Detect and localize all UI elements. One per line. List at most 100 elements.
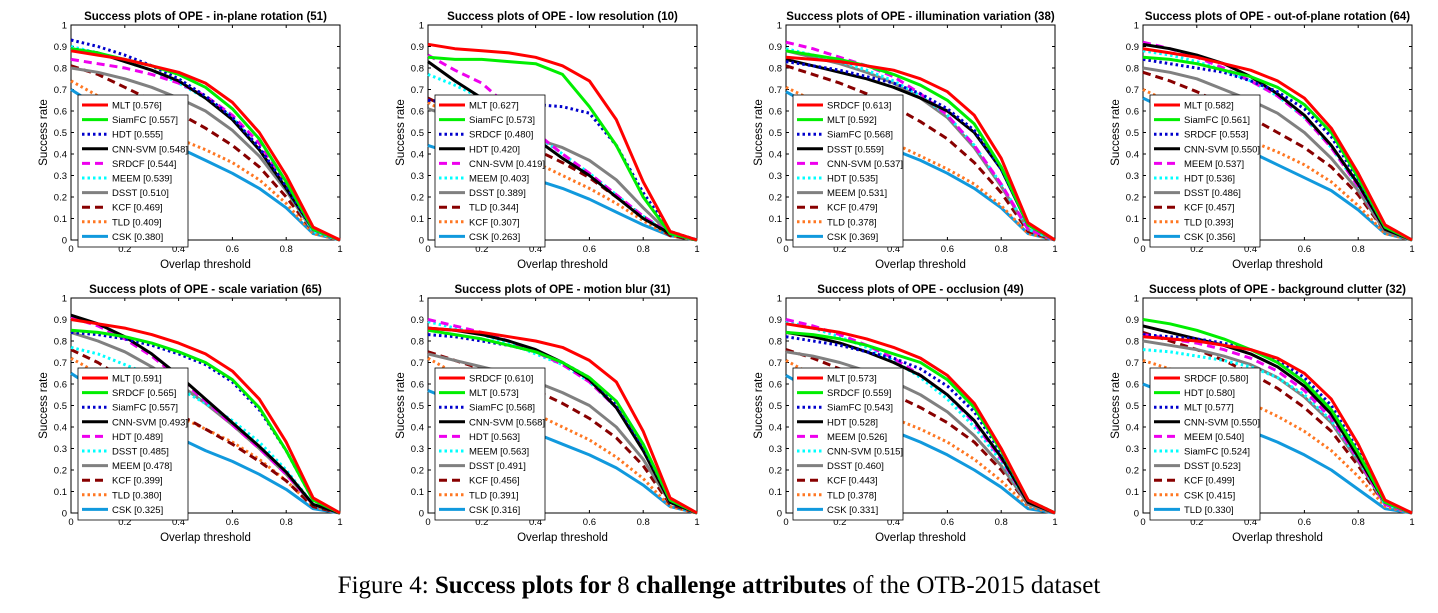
y-tick-label: 0.6	[411, 380, 424, 391]
y-tick-label: 0.6	[769, 380, 782, 391]
legend-label: CSK [0.415]	[1184, 490, 1235, 501]
x-tick-label: 0	[425, 517, 430, 528]
legend-label: MEEM [0.478]	[112, 461, 172, 472]
y-tick-label: 0.8	[411, 337, 424, 348]
y-tick-label: 0.7	[411, 85, 424, 96]
chart-title: Success plots of OPE - occlusion (49)	[817, 284, 1024, 296]
legend-label: CSK [0.380]	[112, 232, 163, 243]
legend-label: SiamFC [0.573]	[469, 115, 535, 126]
legend-label: KCF [0.479]	[827, 203, 878, 214]
legend-label: DSST [0.491]	[469, 461, 526, 472]
y-tick-label: 1	[1134, 294, 1139, 305]
series-line-siamfc	[1142, 55, 1413, 242]
legend-label: TLD [0.409]	[112, 217, 162, 228]
x-tick-label: 0.6	[583, 244, 596, 255]
x-axis-label: Overlap threshold	[1232, 532, 1323, 544]
series-group	[70, 313, 341, 515]
y-tick-label: 0.3	[411, 171, 424, 182]
legend: MLT [0.573] SRDCF [0.559] SiamFC [0.543] HD…	[792, 367, 904, 521]
x-tick-label: 1	[1052, 517, 1057, 528]
y-axis-label: Success rate	[38, 372, 50, 438]
caption-prefix: Figure 4:	[337, 572, 435, 599]
legend-label: HDT [0.420]	[469, 144, 520, 155]
y-tick-label: 0.8	[769, 64, 782, 75]
x-tick-label: 0.6	[1298, 244, 1311, 255]
legend-label: CSK [0.369]	[827, 232, 878, 243]
legend-label: CNN-SVM [0.537]	[827, 159, 903, 170]
y-axis-label: Success rate	[753, 99, 765, 165]
legend-label: TLD [0.391]	[469, 490, 519, 501]
series-line-hdt	[785, 330, 1056, 515]
legend-label: HDT [0.580]	[1184, 388, 1235, 399]
series-line-hdt	[1142, 318, 1413, 515]
series-line-mlt	[1142, 47, 1413, 242]
y-tick-label: 0.6	[1126, 380, 1139, 391]
y-tick-label: 0.5	[54, 401, 67, 412]
y-tick-label: 0.2	[54, 466, 67, 477]
y-tick-label: 0.8	[54, 64, 67, 75]
legend-label: TLD [0.380]	[112, 490, 162, 501]
legend-label: CSK [0.331]	[827, 505, 878, 516]
series-line-dsst	[1142, 66, 1413, 242]
x-axis-label: Overlap threshold	[517, 259, 608, 271]
legend: SRDCF [0.613] MLT [0.592] SiamFC [0.568] DS…	[792, 94, 904, 248]
y-tick-label: 0.9	[54, 315, 67, 326]
legend-label: MLT [0.573]	[469, 388, 519, 399]
y-tick-label: 0.6	[54, 380, 67, 391]
legend-label: KCF [0.443]	[827, 476, 878, 487]
legend-label: KCF [0.469]	[112, 203, 163, 214]
legend-label: KCF [0.456]	[469, 476, 520, 487]
caption-number: 8	[617, 572, 630, 599]
legend-label: MEEM [0.403]	[469, 174, 529, 185]
legend: SRDCF [0.610] MLT [0.573] SiamFC [0.568] CN…	[434, 367, 546, 521]
x-tick-label: 0.2	[118, 244, 131, 255]
figure-caption: Figure 4: Success plots for 8 challenge …	[0, 572, 1438, 600]
y-tick-label: 1	[62, 21, 67, 32]
series-line-mlt	[785, 322, 1056, 515]
y-tick-label: 0.5	[411, 128, 424, 139]
chart-panel-4: Success plots of OPE - out-of-plane rota…	[1110, 11, 1415, 271]
series-line-srdcf	[427, 326, 698, 515]
legend-label: MEEM [0.540]	[1184, 432, 1244, 443]
y-tick-label: 0.5	[769, 401, 782, 412]
legend-label: SiamFC [0.524]	[1184, 447, 1250, 458]
x-tick-label: 0	[1140, 244, 1145, 255]
x-tick-label: 0.8	[637, 517, 650, 528]
series-line-kcf	[427, 350, 698, 515]
legend-label: CNN-SVM [0.550]	[1184, 417, 1260, 428]
y-tick-label: 1	[419, 294, 424, 305]
y-tick-label: 0.4	[1126, 423, 1139, 434]
y-tick-label: 0.2	[411, 466, 424, 477]
y-tick-label: 0.9	[411, 42, 424, 53]
legend-label: MEEM [0.539]	[112, 174, 172, 185]
y-tick-label: 0.4	[54, 423, 67, 434]
y-tick-label: 0.9	[411, 315, 424, 326]
y-tick-label: 0.5	[411, 401, 424, 412]
series-line-kcf	[785, 348, 1056, 515]
legend: MLT [0.591] SRDCF [0.565] SiamFC [0.557] CN…	[77, 367, 189, 521]
x-axis-label: Overlap threshold	[875, 259, 966, 271]
x-tick-label: 0.8	[995, 517, 1008, 528]
x-tick-label: 0.4	[1244, 244, 1257, 255]
legend-label: HDT [0.555]	[112, 130, 163, 141]
y-tick-label: 0.3	[411, 444, 424, 455]
x-tick-label: 0.6	[583, 517, 596, 528]
legend-label: MEEM [0.531]	[827, 188, 887, 199]
x-tick-label: 0.2	[475, 244, 488, 255]
legend-label: TLD [0.393]	[1184, 217, 1234, 228]
y-axis-label: Success rate	[753, 372, 765, 438]
y-tick-label: 0.5	[1126, 128, 1139, 139]
y-tick-label: 0	[419, 236, 424, 247]
legend-label: CSK [0.325]	[112, 505, 163, 516]
legend-label: KCF [0.307]	[469, 217, 520, 228]
x-tick-label: 0.6	[941, 244, 954, 255]
y-tick-label: 0.7	[1126, 85, 1139, 96]
legend-label: MEEM [0.563]	[469, 447, 529, 458]
legend-label: SRDCF [0.613]	[827, 101, 891, 112]
series-line-hdt	[427, 60, 698, 242]
y-tick-label: 0	[62, 509, 67, 520]
y-tick-label: 1	[62, 294, 67, 305]
y-tick-label: 0.3	[1126, 171, 1139, 182]
y-tick-label: 0.1	[54, 487, 67, 498]
legend-label: CNN-SVM [0.548]	[112, 144, 188, 155]
